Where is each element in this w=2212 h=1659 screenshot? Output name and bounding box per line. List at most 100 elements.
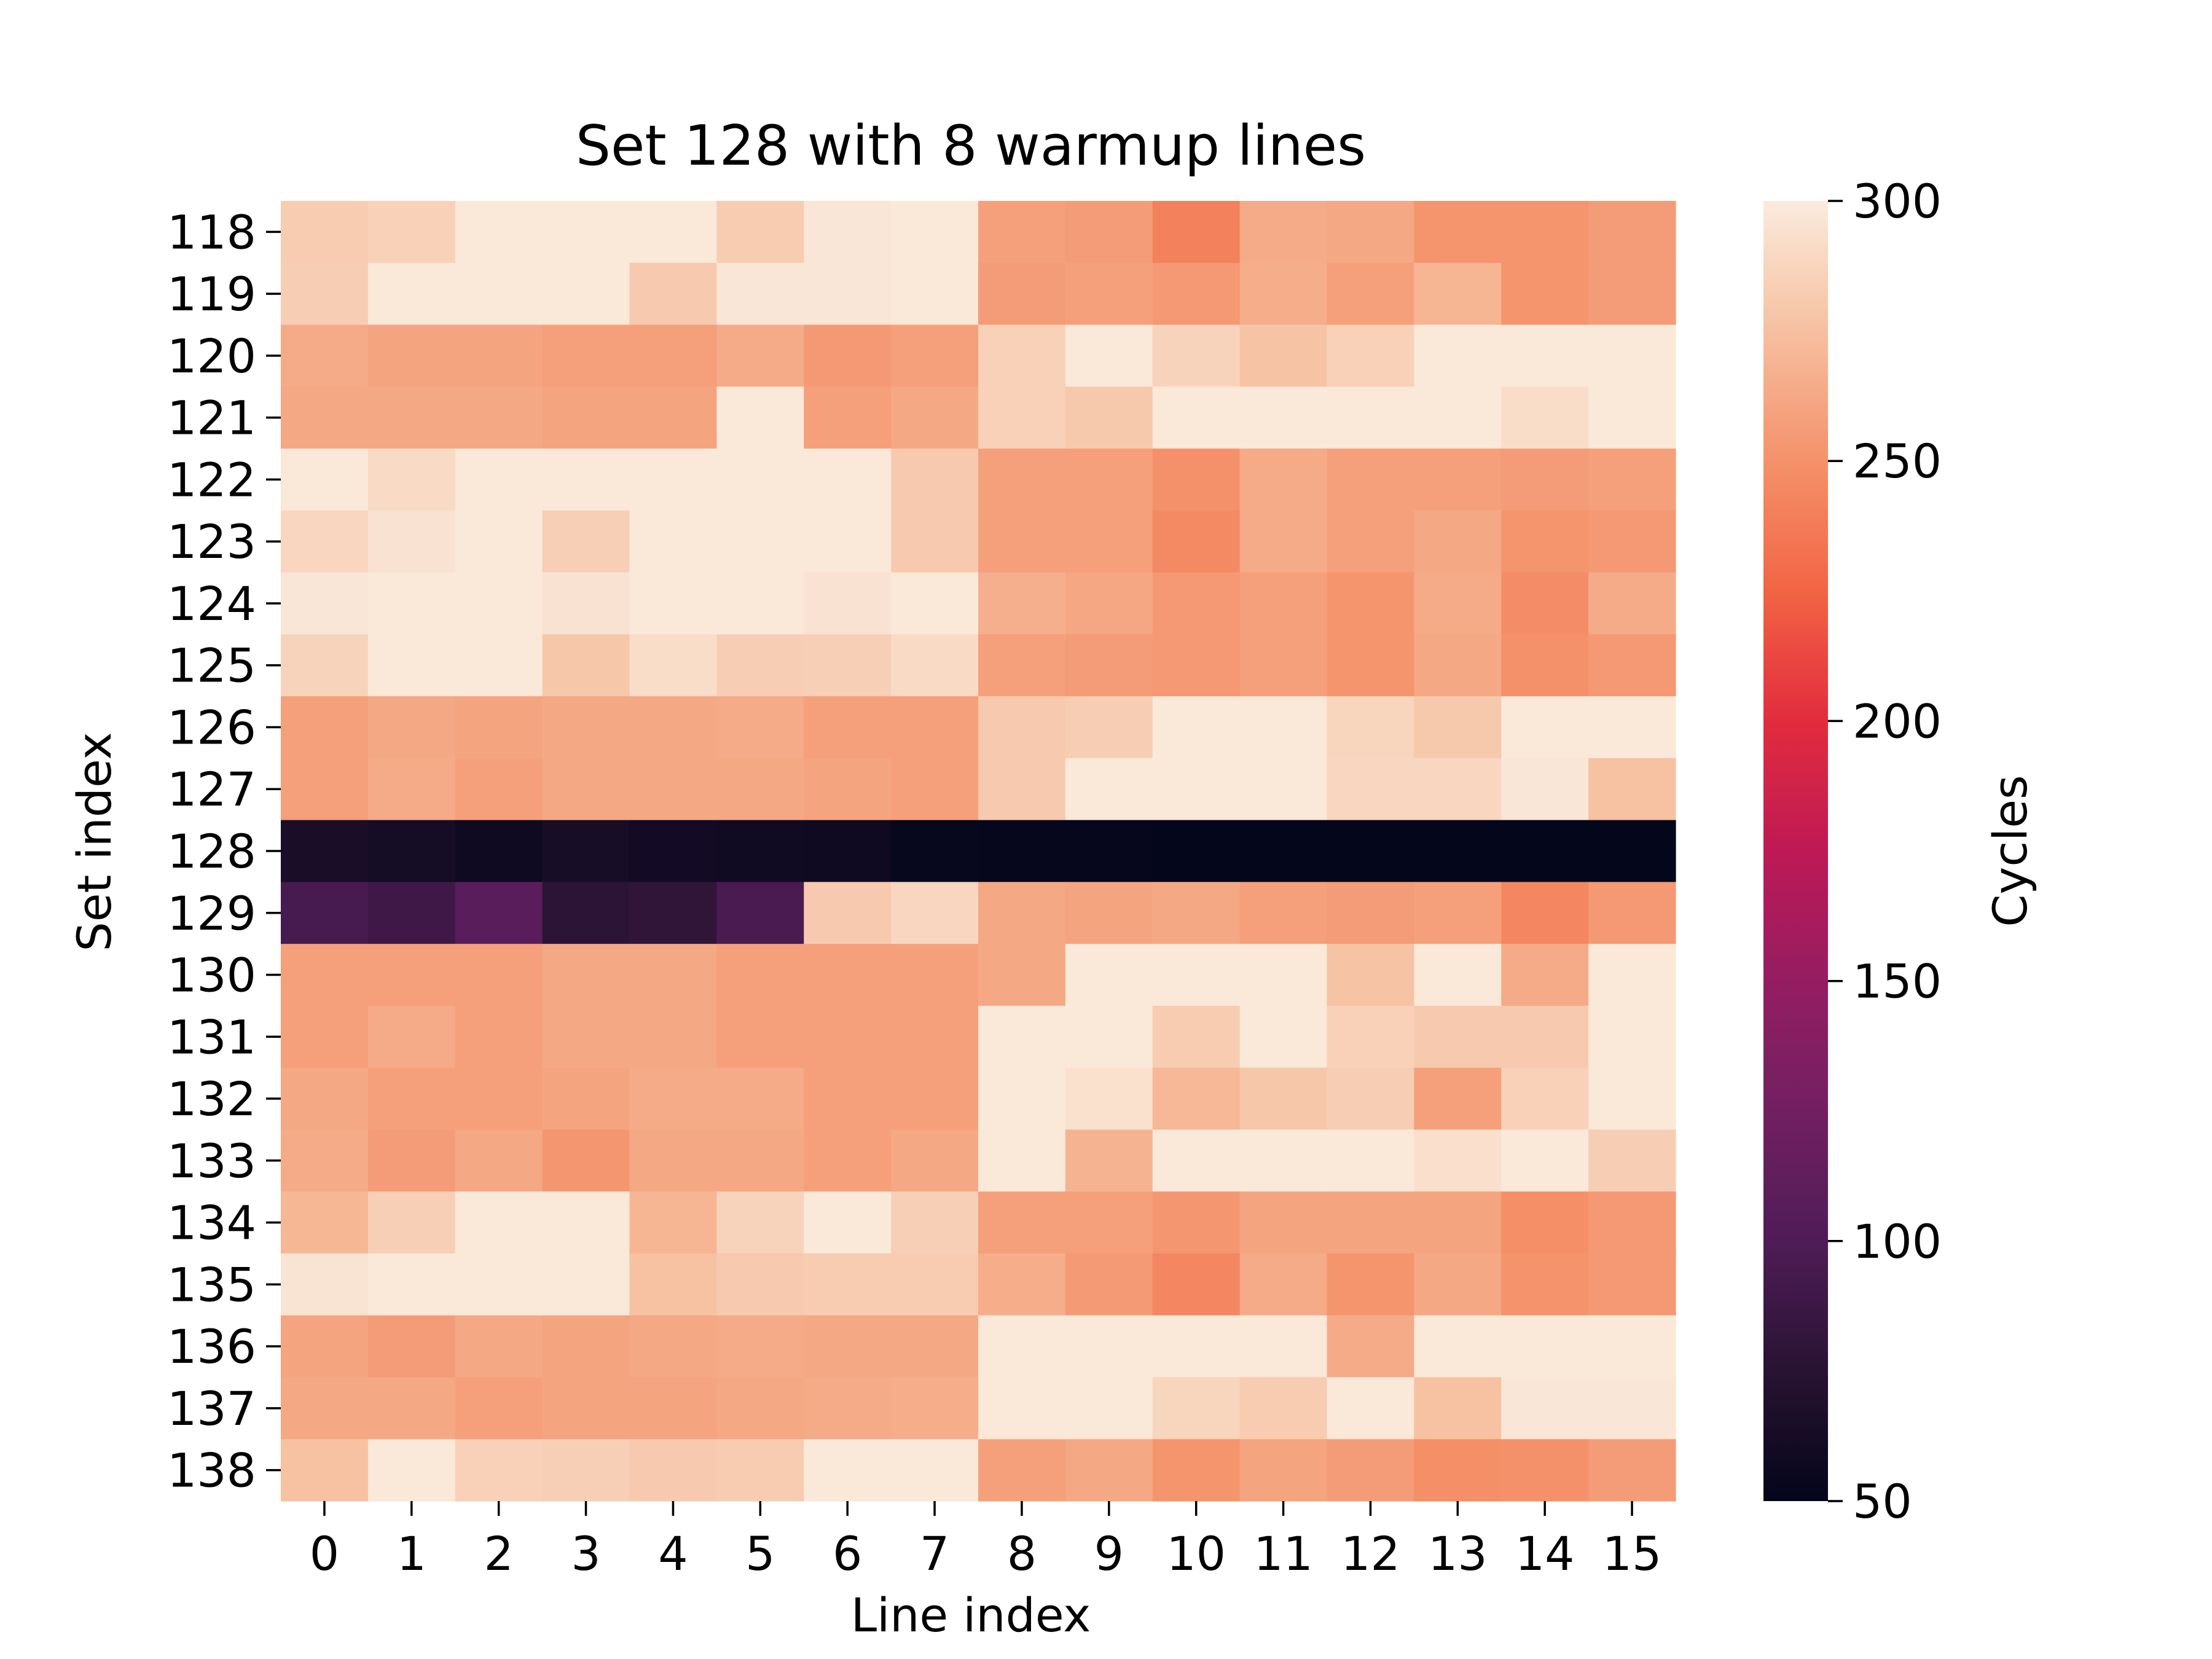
heatmap-cell [891, 944, 979, 1006]
heatmap-cell [367, 1191, 456, 1254]
heatmap-cell [629, 262, 717, 326]
heatmap-cell [891, 1315, 979, 1378]
heatmap-cell [542, 1129, 630, 1192]
x-tick-label: 4 [658, 1526, 688, 1581]
heatmap-cell [367, 1377, 456, 1440]
x-tick-label: 6 [833, 1526, 862, 1581]
heatmap-cell [1414, 572, 1502, 635]
heatmap-cell [542, 882, 630, 944]
heatmap-cell [455, 1005, 543, 1069]
heatmap-cell [1065, 882, 1153, 944]
heatmap-cell [281, 1067, 369, 1131]
x-tick-label: 13 [1428, 1526, 1488, 1581]
heatmap-cell [1327, 1315, 1414, 1378]
heatmap-cell [281, 1005, 369, 1069]
heatmap-cell [1327, 1129, 1414, 1192]
heatmap-cell [1501, 696, 1589, 759]
y-tick-label: 132 [167, 1072, 256, 1126]
x-tick-label: 2 [484, 1526, 514, 1581]
heatmap-cell [978, 944, 1066, 1006]
heatmap-cell [978, 1439, 1066, 1502]
heatmap-cell [455, 324, 543, 387]
heatmap-cell [1588, 1439, 1676, 1502]
heatmap-cell [804, 1005, 892, 1069]
heatmap-cell [1239, 201, 1328, 264]
heatmap-cell [542, 696, 630, 759]
colorbar-tick-label: 250 [1853, 434, 1942, 488]
heatmap-cell [978, 572, 1066, 635]
heatmap-cell [629, 1377, 717, 1440]
heatmap-cell [542, 634, 630, 697]
heatmap-cell [804, 1191, 892, 1254]
heatmap-cell [1152, 324, 1241, 387]
heatmap-cell [1239, 758, 1328, 821]
heatmap-cell [281, 386, 369, 449]
heatmap-cell [367, 758, 456, 821]
heatmap-cell [1414, 1253, 1502, 1316]
heatmap-cell [1239, 262, 1328, 326]
heatmap-cell [1501, 1315, 1589, 1378]
heatmap-cell [629, 1253, 717, 1316]
heatmap-cell [891, 1439, 979, 1502]
heatmap-cell [629, 696, 717, 759]
x-axis-label: Line index [851, 1588, 1091, 1642]
heatmap-cell [1414, 449, 1502, 511]
x-tick-label: 0 [310, 1526, 339, 1581]
heatmap-cell [978, 696, 1066, 759]
heatmap-cell [367, 1067, 456, 1131]
heatmap-cell [629, 1129, 717, 1192]
heatmap-cell [1588, 634, 1676, 697]
heatmap-cell [978, 1191, 1066, 1254]
heatmap-cell [1414, 1067, 1502, 1131]
y-tick-label: 130 [167, 948, 256, 1003]
heatmap-cell [978, 634, 1066, 697]
heatmap-cell [281, 324, 369, 387]
heatmap-cell [978, 1005, 1066, 1069]
heatmap-cell [1414, 1005, 1502, 1069]
heatmap-cell [542, 1377, 630, 1440]
heatmap-cell [716, 1315, 804, 1378]
heatmap-cell [1152, 449, 1241, 511]
heatmap-cell [1239, 634, 1328, 697]
heatmap-cell [1501, 1067, 1589, 1131]
heatmap-cell [367, 944, 456, 1006]
heatmap-cell [629, 882, 717, 944]
y-tick-label: 123 [167, 514, 256, 569]
heatmap-cell [1501, 1439, 1589, 1502]
heatmap-cell [281, 262, 369, 326]
heatmap-cell [716, 634, 804, 697]
heatmap-cell [716, 1377, 804, 1440]
heatmap-cell [1065, 696, 1153, 759]
heatmap-cell [281, 944, 369, 1006]
heatmap-cell [804, 1129, 892, 1192]
heatmap-cell [629, 449, 717, 511]
heatmap-cell [455, 449, 543, 511]
heatmap-cell [1327, 201, 1414, 264]
heatmap-cell [1501, 1377, 1589, 1440]
heatmap-cell [1501, 324, 1589, 387]
x-axis-ticks: 0 1 2 3 4 5 6 7 8 9 10 11 12 13 14 15 [310, 1501, 1661, 1581]
heatmap-cell [716, 324, 804, 387]
heatmap-cell [1239, 1377, 1328, 1440]
heatmap-cell [1588, 1129, 1676, 1192]
heatmap-cell [1065, 324, 1153, 387]
heatmap-cell [281, 572, 369, 635]
heatmap-cell [1327, 882, 1414, 944]
heatmap-cell [1414, 201, 1502, 264]
y-tick-label: 121 [167, 391, 256, 445]
heatmap-cell [1327, 1191, 1414, 1254]
heatmap-cell [716, 820, 804, 882]
heatmap-cell [1327, 1253, 1414, 1316]
heatmap-cell [804, 944, 892, 1006]
heatmap-cell [1065, 634, 1153, 697]
heatmap-cell [978, 449, 1066, 511]
heatmap-cell [1501, 1253, 1589, 1316]
heatmap-cell [891, 324, 979, 387]
heatmap-cell [1327, 262, 1414, 326]
heatmap-cell [891, 1067, 979, 1131]
heatmap-cell [716, 1005, 804, 1069]
heatmap-cell [891, 1377, 979, 1440]
heatmap-cell [1152, 758, 1241, 821]
heatmap-cell [455, 882, 543, 944]
heatmap-cell [1327, 1377, 1414, 1440]
